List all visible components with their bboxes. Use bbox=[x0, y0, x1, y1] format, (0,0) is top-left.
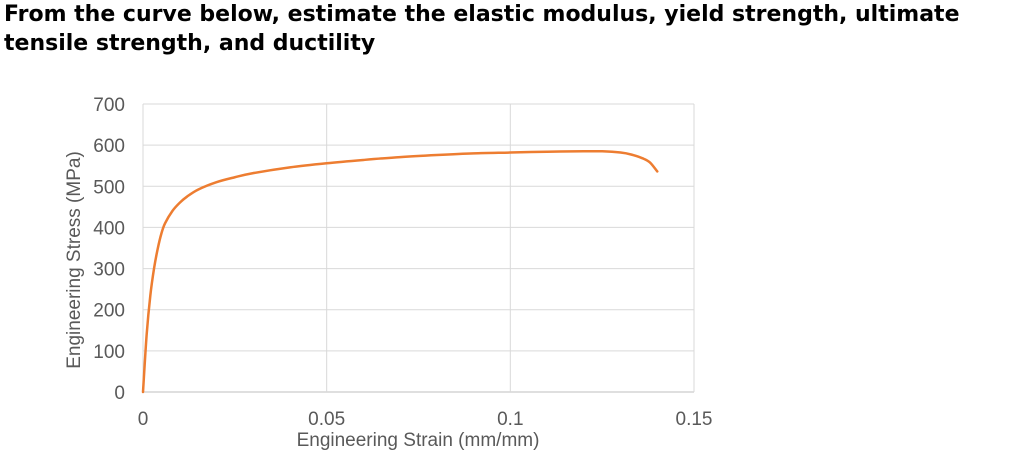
y-tick-label: 700 bbox=[93, 95, 125, 116]
x-axis-title: Engineering Strain (mm/mm) bbox=[297, 430, 540, 451]
y-axis-title: Engineering Stress (MPa) bbox=[64, 151, 85, 369]
x-tick-label: 0.1 bbox=[497, 409, 523, 430]
x-tick-label: 0 bbox=[138, 409, 149, 430]
y-tick-label: 0 bbox=[114, 383, 125, 404]
question-text: From the curve below, estimate the elast… bbox=[4, 2, 960, 56]
gridlines bbox=[142, 103, 695, 393]
y-tick-label: 400 bbox=[93, 218, 125, 239]
x-tick-label: 0.15 bbox=[676, 409, 713, 430]
x-tick-label: 0.05 bbox=[308, 409, 345, 430]
y-tick-label: 500 bbox=[93, 177, 125, 198]
x-tick-labels: 0 0.05 0.1 0.15 bbox=[138, 409, 713, 430]
y-tick-label: 200 bbox=[93, 301, 125, 322]
y-tick-labels: 0 100 200 300 400 500 600 700 bbox=[93, 95, 125, 404]
y-tick-label: 100 bbox=[93, 342, 125, 363]
stress-strain-curve bbox=[141, 149, 659, 394]
y-tick-label: 300 bbox=[93, 260, 125, 281]
y-tick-label: 600 bbox=[93, 136, 125, 157]
